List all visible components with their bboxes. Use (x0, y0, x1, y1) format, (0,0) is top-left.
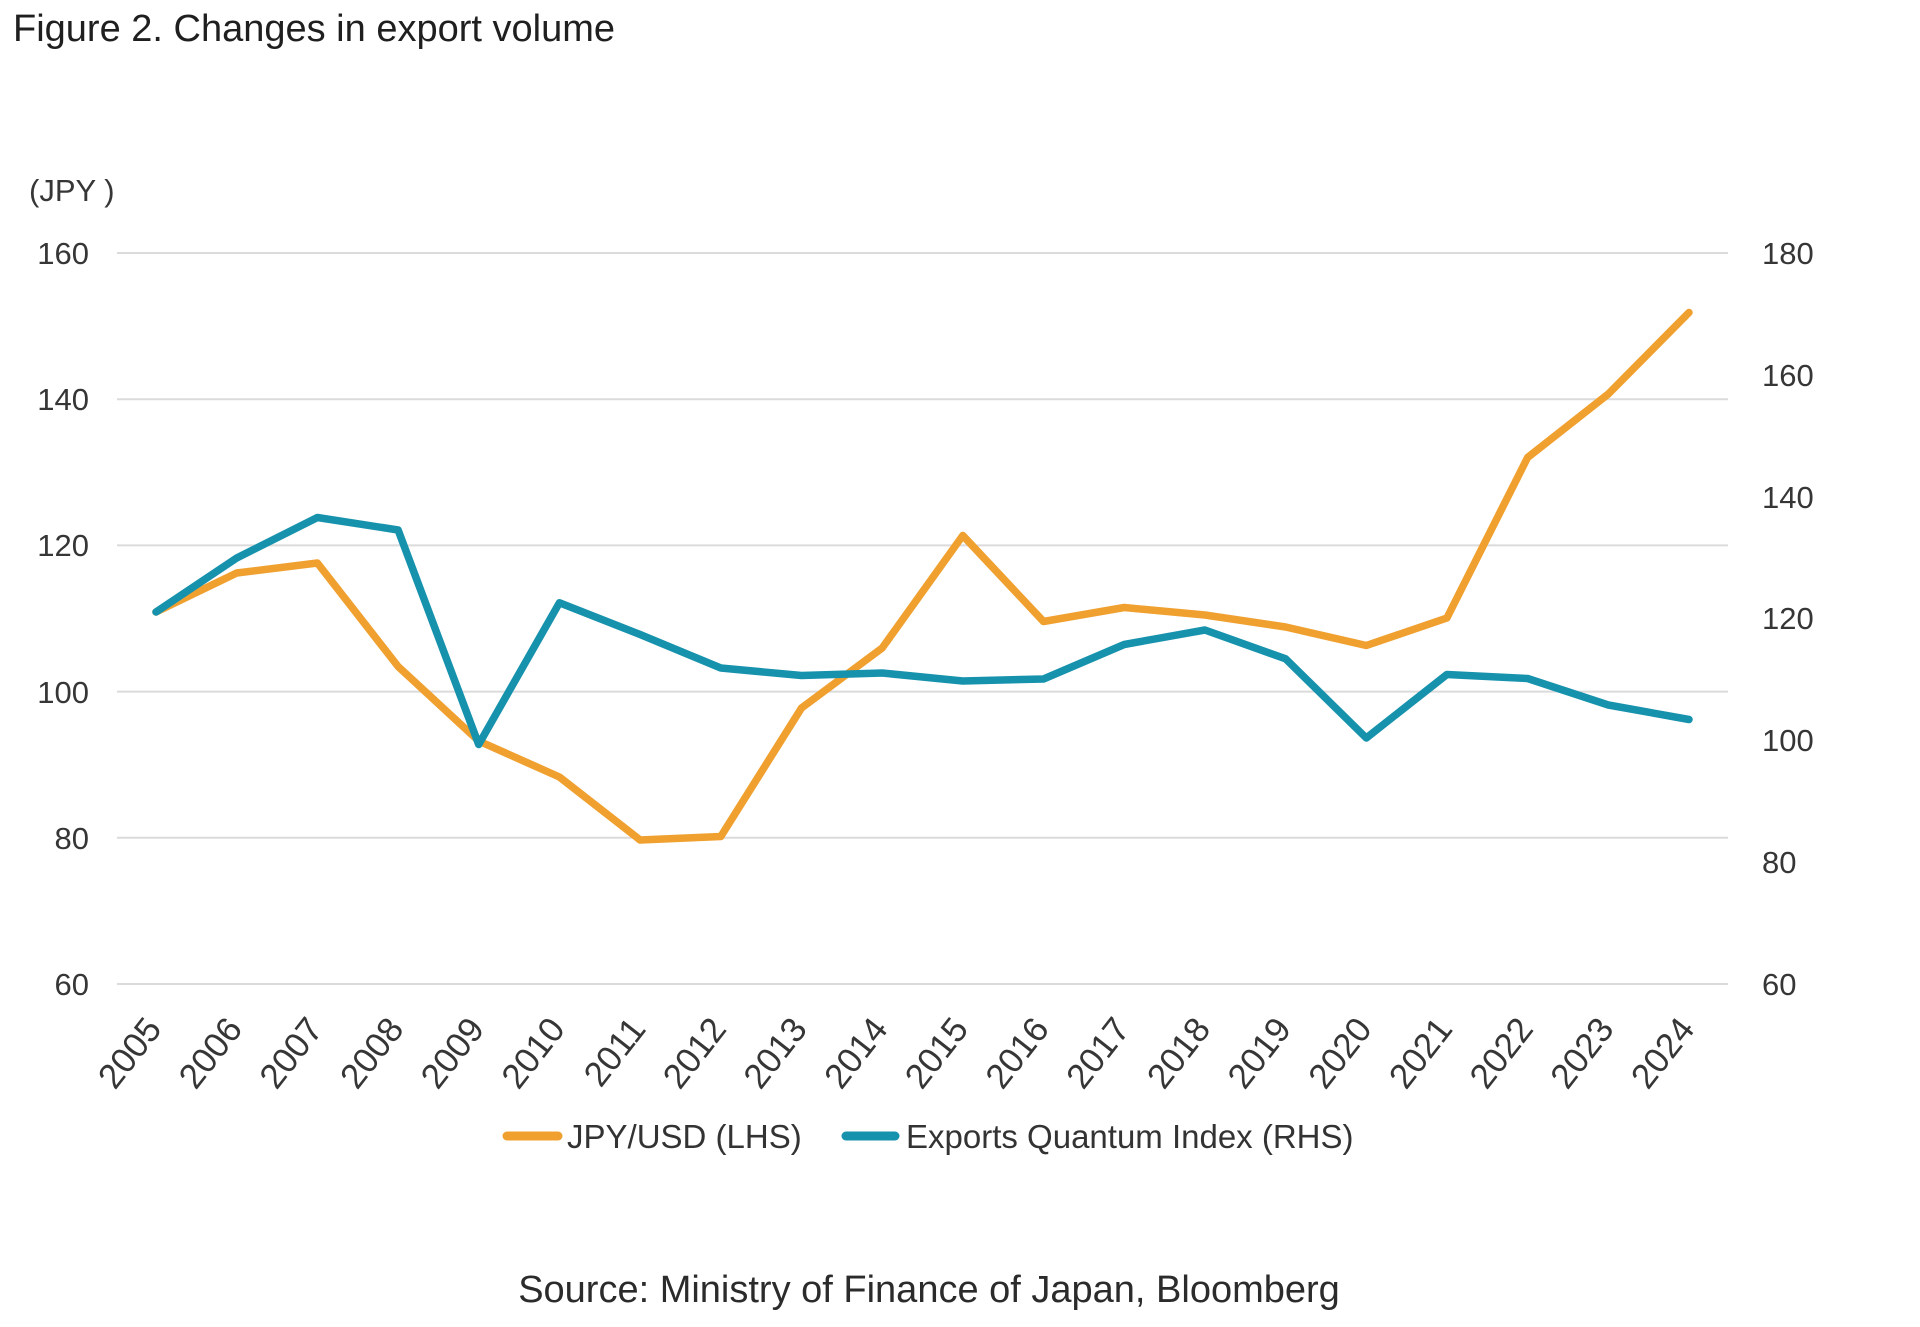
svg-text:60: 60 (1762, 967, 1796, 1002)
svg-text:140: 140 (1762, 480, 1814, 515)
svg-text:80: 80 (1762, 845, 1796, 880)
svg-text:120: 120 (37, 528, 89, 563)
svg-text:100: 100 (1762, 723, 1814, 758)
svg-text:140: 140 (37, 382, 89, 417)
svg-text:Figure 2. Changes in export vo: Figure 2. Changes in export volume (13, 8, 615, 50)
svg-text:180: 180 (1762, 236, 1814, 271)
svg-text:Source: Ministry of Finance of: Source: Ministry of Finance of Japan, Bl… (518, 1269, 1340, 1311)
svg-text:(JPY ): (JPY ) (29, 173, 115, 208)
svg-text:160: 160 (37, 236, 89, 271)
svg-text:JPY/USD (LHS): JPY/USD (LHS) (567, 1118, 802, 1155)
svg-text:Exports Quantum Index (RHS): Exports Quantum Index (RHS) (906, 1118, 1354, 1155)
svg-text:80: 80 (55, 821, 89, 856)
svg-text:100: 100 (37, 675, 89, 710)
svg-text:120: 120 (1762, 601, 1814, 636)
svg-text:60: 60 (55, 967, 89, 1002)
svg-text:160: 160 (1762, 358, 1814, 393)
